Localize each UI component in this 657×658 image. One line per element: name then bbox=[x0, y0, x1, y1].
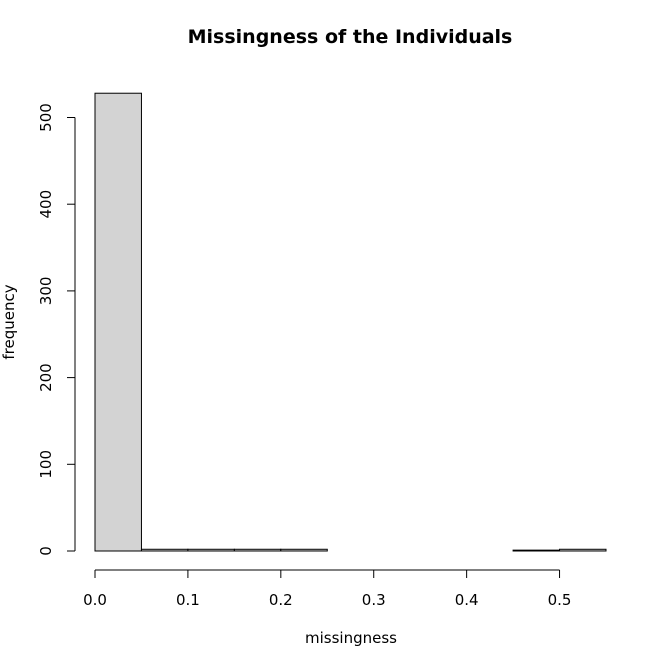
histogram-bar bbox=[140, 548, 189, 552]
y-axis: 0 100 200 300 400 500 bbox=[37, 103, 76, 556]
y-tick-label: 300 bbox=[37, 277, 55, 306]
x-axis: 0.0 0.1 0.2 0.3 0.4 0.5 bbox=[83, 569, 572, 609]
x-axis-label: missingness bbox=[305, 629, 397, 647]
y-tick-label: 0 bbox=[37, 546, 55, 556]
histogram-bar bbox=[187, 548, 235, 552]
bars-layer bbox=[94, 92, 607, 552]
y-tick-label: 100 bbox=[37, 450, 55, 479]
x-tick-label: 0.5 bbox=[548, 591, 572, 609]
chart-title: Missingness of the Individuals bbox=[188, 26, 513, 48]
x-tick-label: 0.3 bbox=[362, 591, 386, 609]
y-tick-label: 500 bbox=[37, 103, 55, 132]
histogram-bar bbox=[280, 548, 328, 552]
histogram-bar bbox=[559, 548, 607, 552]
x-tick-label: 0.1 bbox=[176, 591, 200, 609]
x-tick-label: 0.4 bbox=[455, 591, 479, 609]
y-tick-label: 400 bbox=[37, 190, 55, 219]
x-tick-label: 0.2 bbox=[269, 591, 293, 609]
histogram-bar bbox=[94, 92, 142, 552]
x-tick-label: 0.0 bbox=[83, 591, 107, 609]
y-axis-label: frequency bbox=[0, 284, 18, 359]
y-tick-label: 200 bbox=[37, 363, 55, 392]
histogram-bar bbox=[512, 549, 561, 552]
histogram-bar bbox=[233, 548, 282, 552]
